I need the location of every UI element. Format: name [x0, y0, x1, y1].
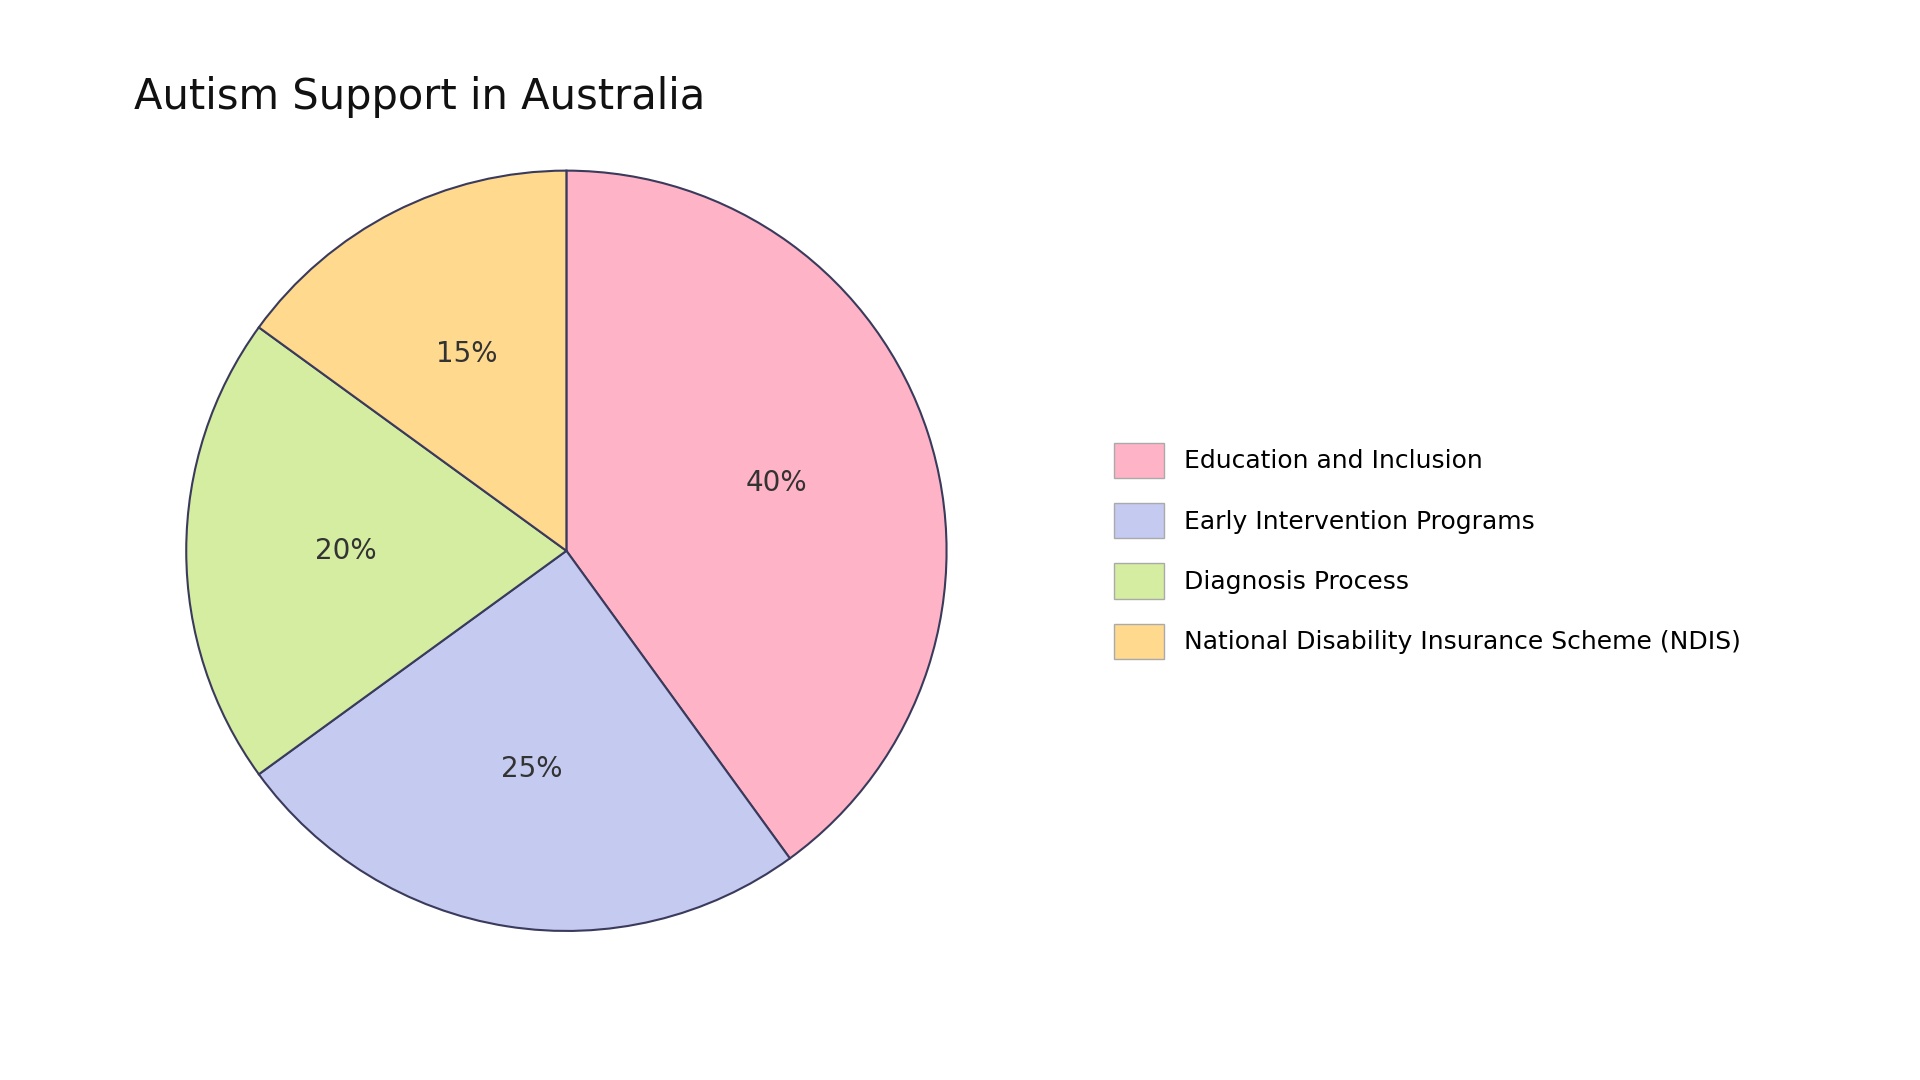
Legend: Education and Inclusion, Early Intervention Programs, Diagnosis Process, Nationa: Education and Inclusion, Early Intervent… [1102, 430, 1753, 672]
Text: 20%: 20% [315, 537, 376, 565]
Wedge shape [259, 551, 789, 931]
Text: Autism Support in Australia: Autism Support in Australia [134, 76, 707, 118]
Wedge shape [186, 327, 566, 774]
Text: 25%: 25% [501, 755, 563, 783]
Text: 15%: 15% [436, 340, 497, 368]
Wedge shape [259, 171, 566, 551]
Wedge shape [566, 171, 947, 859]
Text: 40%: 40% [745, 469, 806, 497]
